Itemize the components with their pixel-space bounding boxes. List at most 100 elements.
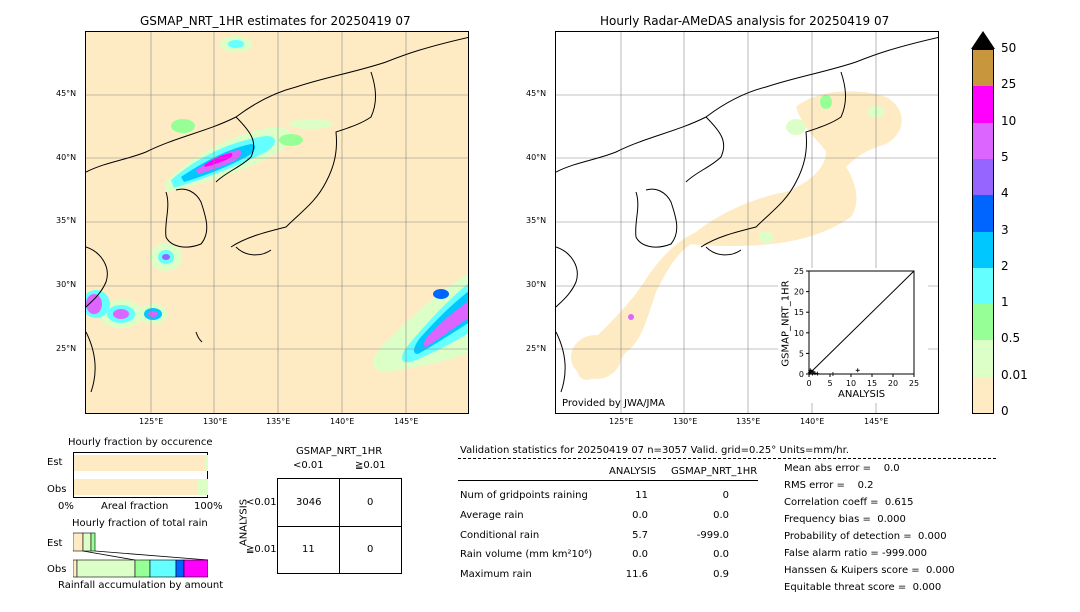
occurrence-title: Hourly fraction by occurence (68, 437, 213, 448)
stat-label-0: Num of gridpoints raining (460, 490, 588, 501)
right-lon-130: 130°E (673, 417, 698, 426)
occurrence-chart (73, 452, 208, 498)
right-analysis-area (571, 91, 902, 380)
colorbar (972, 49, 994, 414)
colorbar-extend-arrow (971, 31, 995, 49)
left-rain-korea (166, 127, 291, 192)
occ-label-est: Est (47, 457, 63, 468)
contingency-cell-10: 11 (302, 544, 315, 555)
score-0: Mean abs error = 0.0 (784, 463, 900, 474)
contingency-cell-00: 3046 (296, 497, 322, 508)
scatter-point (815, 371, 820, 376)
scatter-ytick-label: 10 (794, 329, 804, 338)
left-lat-25: 25°N (56, 344, 77, 353)
score-4: Probability of detection = 0.000 (784, 531, 947, 542)
stat-a-4: 11.6 (625, 569, 648, 580)
stat-a-1: 0.0 (632, 510, 648, 521)
left-lon-135: 135°E (266, 417, 291, 426)
validation-header-rule (458, 458, 996, 459)
score-2: Correlation coeff = 0.615 (784, 497, 914, 508)
colorbar-label: 0 (1001, 404, 1009, 418)
right-lat-40: 40°N (526, 153, 547, 162)
colorbar-segment (973, 267, 993, 305)
scatter-ytick-label: 20 (794, 288, 804, 297)
right-analysis-rain (628, 95, 884, 320)
stat-g-1: 0.0 (713, 510, 729, 521)
colorbar-segment (973, 195, 993, 232)
contingency-table: 3046 0 11 0 (277, 478, 402, 574)
colorbar-label: 2 (1001, 258, 1009, 273)
scatter-point (830, 372, 835, 376)
col-gsmap: GSMAP_NRT_1HR (671, 466, 758, 477)
scatter-ylabel: GSMAP_NRT_1HR (780, 280, 792, 367)
scatter-xtick-label: 5 (827, 379, 832, 388)
scatter-xtick-label: 15 (867, 379, 877, 388)
validation-header: Validation statistics for 20250419 07 n=… (460, 445, 849, 456)
left-lat-45: 45°N (56, 89, 77, 98)
left-map-canvas (86, 32, 468, 413)
tr-xlabel: Rainfall accumulation by amount (58, 580, 224, 591)
right-map-canvas (556, 32, 938, 413)
scatter-ytick-label: 15 (794, 308, 804, 317)
tr-label-obs: Obs (47, 564, 67, 575)
occ-bar-est-wet (206, 455, 208, 471)
right-lat-30: 30°N (526, 280, 547, 289)
stat-a-0: 11 (635, 490, 648, 501)
scatter-xtick-label: 10 (846, 379, 856, 388)
left-lat-40: 40°N (56, 153, 77, 162)
occ-label-obs: Obs (47, 484, 67, 495)
occ-bar-obs (74, 479, 203, 495)
scatter-xlabel: ANALYSIS (838, 389, 886, 400)
scatter-xtick-label: 20 (888, 379, 898, 388)
left-lon-145: 145°E (394, 417, 419, 426)
stat-g-0: 0 (722, 490, 729, 501)
contingency-cell-01: 0 (367, 497, 374, 508)
right-lon-145: 145°E (864, 417, 889, 426)
colorbar-segment (973, 122, 993, 160)
score-1: RMS error = 0.2 (784, 480, 874, 491)
occ-xlabel: Areal fraction (101, 501, 169, 512)
stat-a-2: 5.7 (632, 530, 648, 541)
scatter-xtick-label: 0 (806, 379, 811, 388)
left-lat-35: 35°N (56, 216, 77, 225)
right-coastlines (556, 36, 938, 393)
occ-tick-100: 100% (194, 501, 223, 512)
scatter-point (855, 368, 860, 373)
scatter-ytick-label: 25 (794, 268, 804, 276)
colorbar-segment (973, 50, 993, 87)
stat-g-4: 0.9 (713, 569, 729, 580)
colorbar-label: 5 (1001, 149, 1009, 164)
left-rain-south (86, 36, 333, 328)
colorbar-segment (973, 231, 993, 269)
total-rain-bars (72, 532, 209, 578)
contingency-cell-11: 0 (367, 544, 374, 555)
right-lat-45: 45°N (526, 89, 547, 98)
colorbar-segment (973, 340, 993, 378)
scatter-inset: 0 5 10 15 20 25 0 5 10 15 20 25 ANALYSIS GSMAP_NRT… (778, 267, 928, 403)
stat-label-1: Average rain (460, 510, 524, 521)
scatter-point (812, 371, 817, 376)
left-lon-140: 140°E (330, 417, 355, 426)
right-lat-25: 25°N (526, 344, 547, 353)
left-map-title: GSMAP_NRT_1HR estimates for 20250419 07 (140, 14, 411, 28)
colorbar-label: 1 (1001, 295, 1009, 310)
score-7: Equitable threat score = 0.000 (784, 582, 942, 593)
colorbar-segment (973, 376, 993, 414)
colorbar-label: 4 (1001, 186, 1009, 201)
stat-label-2: Conditional rain (460, 530, 540, 541)
stat-g-3: 0.0 (713, 549, 729, 560)
stat-label-3: Rain volume (mm km²10⁶) (460, 549, 593, 560)
colorbar-label: 25 (1001, 77, 1017, 92)
scatter-ytick-label: 5 (799, 349, 804, 358)
scatter-xtick-label: 25 (909, 379, 919, 388)
left-coastlines (86, 36, 468, 393)
left-lon-125: 125°E (139, 417, 164, 426)
left-rain-pacific (372, 273, 468, 372)
col-analysis: ANALYSIS (609, 466, 657, 477)
right-lon-140: 140°E (800, 417, 825, 426)
scatter-diagonal (808, 270, 915, 375)
stat-g-2: -999.0 (696, 530, 729, 541)
colorbar-label: 50 (1001, 41, 1017, 55)
scatter-ytick-label: 0 (799, 370, 804, 379)
contingency-title: GSMAP_NRT_1HR (296, 446, 383, 457)
